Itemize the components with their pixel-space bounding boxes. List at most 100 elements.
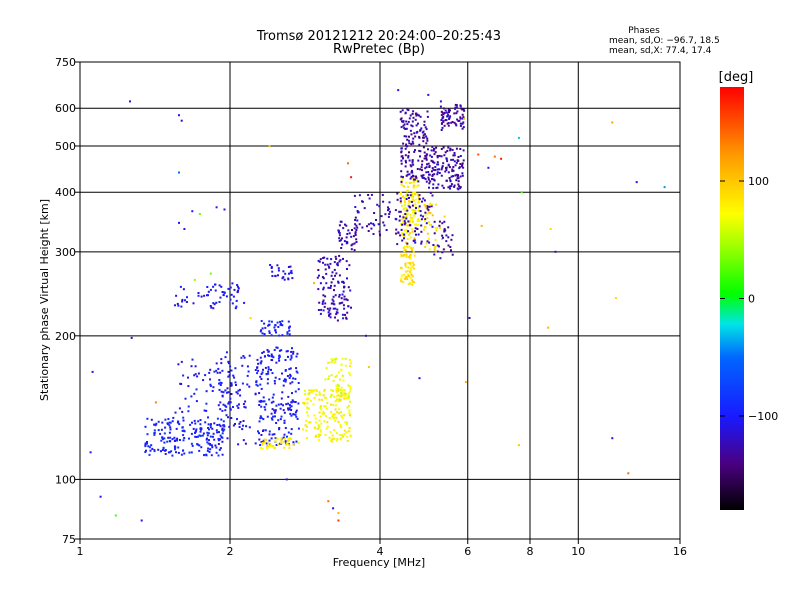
data-point (436, 244, 439, 247)
data-point (267, 370, 270, 373)
data-point (349, 434, 352, 437)
data-point (323, 420, 326, 423)
data-point (403, 229, 406, 232)
data-point (441, 184, 444, 187)
data-point (410, 175, 413, 178)
data-point (258, 432, 260, 435)
data-point (246, 374, 249, 377)
data-point (232, 295, 235, 298)
data-point (346, 241, 349, 244)
data-point (324, 405, 327, 408)
data-point (339, 378, 342, 381)
data-point (336, 308, 339, 311)
data-point (366, 225, 368, 228)
data-point (418, 377, 421, 380)
data-point (436, 250, 439, 253)
data-point (411, 283, 414, 286)
data-point (265, 403, 268, 406)
data-point (220, 390, 223, 393)
data-point (449, 246, 452, 248)
data-point (228, 425, 231, 428)
data-point (443, 220, 446, 223)
data-point (438, 168, 440, 171)
data-point (412, 263, 415, 266)
data-point (413, 209, 416, 212)
data-point (192, 302, 195, 305)
data-point (453, 112, 456, 115)
data-point (408, 262, 411, 265)
data-point (350, 235, 353, 238)
data-point (218, 301, 221, 303)
data-point (161, 449, 164, 451)
data-point (520, 191, 523, 194)
data-point (401, 155, 404, 158)
data-point (334, 316, 336, 319)
data-point (260, 373, 263, 375)
data-point (286, 435, 288, 438)
data-point (153, 450, 156, 453)
data-point (194, 373, 197, 376)
data-point (318, 260, 321, 263)
data-point (237, 443, 240, 446)
data-point (264, 429, 267, 432)
data-point (400, 280, 403, 283)
data-point (284, 442, 287, 445)
data-point (190, 432, 193, 435)
data-point (453, 152, 456, 154)
data-point (332, 507, 335, 510)
data-point (153, 429, 156, 432)
data-point (275, 422, 278, 424)
data-point (459, 116, 462, 119)
data-point (412, 210, 415, 213)
data-point (441, 126, 444, 129)
data-point (328, 313, 331, 316)
data-point (399, 110, 402, 113)
data-point (257, 430, 259, 433)
data-point (415, 112, 418, 115)
data-point (409, 232, 411, 234)
data-point (342, 257, 344, 260)
data-point (341, 293, 344, 296)
data-point (271, 355, 274, 358)
data-point (242, 439, 245, 442)
data-point (197, 372, 200, 375)
data-point (416, 220, 419, 223)
data-point (219, 438, 222, 441)
data-point (400, 277, 403, 280)
data-point (222, 403, 225, 406)
data-point (424, 211, 427, 214)
data-point (440, 148, 443, 150)
data-point (427, 148, 429, 151)
data-point (442, 107, 445, 110)
data-point (288, 333, 291, 336)
data-point (349, 387, 352, 390)
data-point (194, 435, 197, 438)
data-point (169, 426, 172, 429)
data-point (215, 206, 218, 209)
data-point (405, 213, 408, 216)
data-point (221, 427, 224, 430)
data-point (346, 233, 349, 235)
data-point (274, 437, 277, 440)
data-point (410, 124, 413, 127)
data-point (280, 439, 283, 442)
data-point (212, 432, 215, 435)
data-point (332, 295, 335, 298)
data-point (284, 440, 287, 443)
data-point (346, 311, 349, 314)
data-point (346, 406, 349, 409)
data-point (432, 168, 435, 171)
data-point (400, 228, 403, 231)
data-point (249, 317, 252, 319)
data-point (272, 446, 275, 449)
data-point (283, 422, 286, 424)
data-point (285, 350, 288, 353)
data-point (340, 247, 343, 249)
data-point (351, 229, 353, 231)
data-point (399, 234, 402, 237)
data-point (212, 307, 215, 310)
y-axis-label: Stationary phase Virtual Height [km] (38, 199, 51, 401)
data-point (444, 109, 447, 112)
data-point (415, 178, 418, 181)
data-point (464, 381, 467, 383)
